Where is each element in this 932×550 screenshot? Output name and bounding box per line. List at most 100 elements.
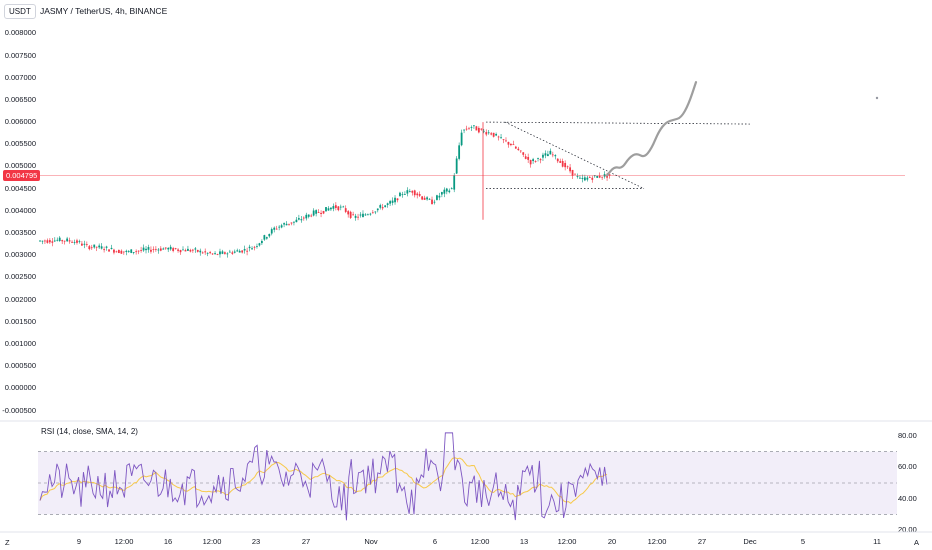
- candle-body: [517, 148, 520, 151]
- candle-body: [477, 127, 480, 133]
- candle-body: [406, 190, 409, 194]
- candle-body: [581, 177, 584, 179]
- candle-body: [147, 247, 150, 250]
- candle-body: [544, 153, 547, 156]
- candle-body: [433, 201, 436, 203]
- candle-body: [591, 177, 594, 180]
- candle-body: [246, 250, 249, 252]
- price-tick: 0.008000: [4, 28, 36, 38]
- candle-body: [522, 152, 525, 155]
- current-price-badge: 0.004795: [3, 170, 41, 181]
- candle-body: [549, 150, 552, 155]
- candle-body: [445, 188, 448, 192]
- time-tick: 27: [301, 537, 311, 546]
- time-tick: 12:00: [202, 537, 222, 546]
- candle-body: [167, 247, 170, 250]
- corner-left-label[interactable]: Z: [5, 538, 10, 547]
- candle-body: [90, 247, 93, 249]
- candle-body: [431, 199, 433, 205]
- candle-body: [307, 214, 310, 217]
- candle-body: [379, 205, 382, 208]
- candle-body: [66, 238, 69, 242]
- candle-body: [236, 250, 239, 252]
- candle-body: [571, 169, 574, 176]
- price-tick: 0.001000: [4, 338, 36, 348]
- candle-body: [576, 176, 579, 177]
- candle-body: [125, 250, 128, 252]
- candle-body: [325, 207, 327, 212]
- symbol-title: JASMY / TetherUS, 4h, BINANCE: [40, 6, 168, 16]
- candle-body: [510, 143, 512, 146]
- candle-body: [408, 191, 411, 193]
- candle-body: [280, 225, 283, 228]
- candle-body: [285, 223, 288, 226]
- candle-body: [458, 145, 461, 159]
- candle-body: [579, 177, 581, 179]
- candle-body: [566, 166, 569, 168]
- candle-body: [164, 247, 167, 249]
- price-tick: 0.007000: [4, 72, 36, 82]
- candle-body: [115, 251, 118, 253]
- time-tick: 13: [519, 537, 529, 546]
- price-tick: 0.005500: [4, 139, 36, 149]
- candle-body: [438, 195, 441, 198]
- candle-body: [561, 160, 564, 167]
- candle-body: [527, 156, 530, 160]
- candle-body: [480, 128, 483, 130]
- candle-body: [290, 222, 293, 224]
- candle-body: [436, 195, 438, 200]
- currency-selector[interactable]: USDT: [4, 4, 36, 19]
- candle-body: [426, 197, 428, 200]
- price-tick: 0.006500: [4, 94, 36, 104]
- candle-body: [519, 150, 522, 152]
- candle-body: [295, 219, 298, 223]
- candle-body: [608, 174, 611, 176]
- candle-body: [529, 159, 532, 165]
- candle-body: [391, 200, 394, 203]
- price-tick: 0.000500: [4, 361, 36, 371]
- price-tick: 0.003000: [4, 250, 36, 260]
- candle-body: [556, 158, 559, 162]
- time-tick: 9: [76, 537, 82, 546]
- time-tick: Nov: [364, 537, 378, 546]
- candle-body: [103, 249, 106, 251]
- candle-body: [122, 251, 125, 253]
- candle-body: [305, 214, 308, 219]
- price-tick: 0.002500: [4, 272, 36, 282]
- candle-body: [396, 198, 399, 201]
- price-tick: 0.000000: [4, 383, 36, 393]
- candle-body: [492, 132, 495, 137]
- candle-body: [85, 244, 88, 245]
- candle-body: [224, 252, 226, 254]
- candle-body: [495, 134, 498, 136]
- candle-body: [507, 141, 510, 145]
- candle-body: [88, 246, 91, 250]
- time-tick: 11: [873, 537, 881, 546]
- candle-body: [201, 252, 204, 254]
- candle-body: [537, 158, 539, 159]
- time-tick: 27: [697, 537, 707, 546]
- time-tick: 12:00: [114, 537, 134, 546]
- candle-body: [182, 249, 184, 251]
- candle-body: [263, 235, 266, 240]
- candle-body: [179, 250, 182, 253]
- candle-body: [108, 249, 110, 252]
- candle-body: [423, 197, 426, 200]
- candle-body: [260, 240, 263, 244]
- candle-body: [485, 132, 488, 135]
- rsi-ma-line: [39, 457, 608, 505]
- candle-body: [334, 205, 337, 209]
- candle-body: [187, 248, 189, 251]
- candle-body: [463, 129, 465, 131]
- candle-body: [157, 249, 160, 251]
- candle-body: [374, 211, 377, 213]
- candle-body: [532, 159, 535, 162]
- candle-body: [142, 247, 145, 251]
- candle-body: [117, 250, 120, 254]
- candle-body: [490, 133, 493, 135]
- corner-right-label[interactable]: A: [914, 538, 920, 547]
- candle-body: [349, 211, 352, 218]
- candle-body: [273, 227, 276, 230]
- price-tick: 0.005000: [4, 161, 36, 171]
